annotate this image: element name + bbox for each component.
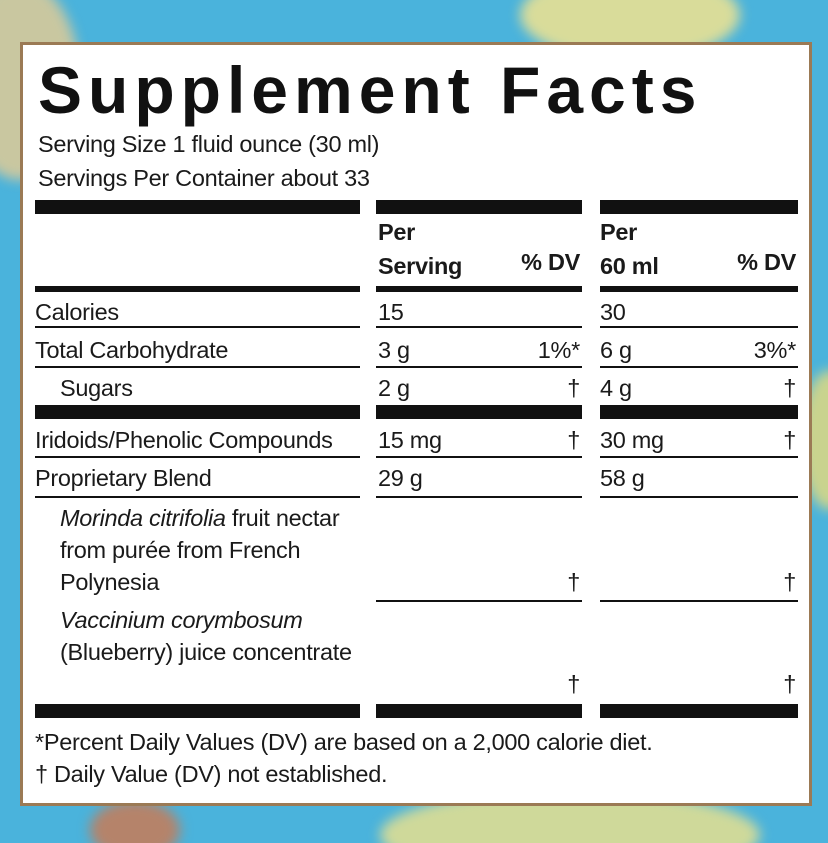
rule [35, 326, 360, 328]
rule [35, 456, 360, 458]
background-fruit [90, 800, 180, 843]
rule [376, 496, 582, 498]
dv-per-serving: † [567, 671, 580, 697]
rule [600, 200, 798, 214]
amount-per-60ml: 58 g [600, 465, 645, 491]
amount-per-serving: 15 [378, 299, 404, 325]
nutrient-label: Sugars [60, 375, 133, 401]
dv-per-serving: 1%* [537, 337, 581, 363]
nutrient-label: Proprietary Blend [35, 465, 212, 491]
amount-per-60ml: 6 g [600, 337, 632, 363]
ingredient-label: Morinda citrifolia fruit nectar from pur… [60, 502, 360, 598]
amount-per-serving: 29 g [378, 465, 423, 491]
rule [600, 405, 798, 419]
rule [600, 600, 798, 602]
rule [35, 200, 360, 214]
ingredient-description: (Blueberry) juice concentrate [60, 639, 352, 665]
column-header: % DV [521, 249, 580, 275]
amount-per-60ml: 30 mg [600, 427, 664, 453]
rule [600, 456, 798, 458]
ingredient-latin-name: Morinda citrifolia [60, 505, 226, 531]
rule [35, 496, 360, 498]
rule [35, 405, 360, 419]
rule [600, 496, 798, 498]
ingredient-label: Vaccinium corymbosum (Blueberry) juice c… [60, 604, 360, 668]
dv-per-serving: † [567, 375, 580, 401]
dv-per-60ml: † [783, 427, 796, 453]
amount-per-60ml: 4 g [600, 375, 632, 401]
dv-per-60ml: † [783, 569, 796, 595]
rule [35, 366, 360, 368]
rule [376, 200, 582, 214]
amount-per-serving: 3 g [378, 337, 410, 363]
nutrient-label: Calories [35, 299, 119, 325]
amount-per-serving: 2 g [378, 375, 410, 401]
rule [35, 286, 360, 292]
rule [600, 286, 798, 292]
column-header: Per [378, 219, 415, 245]
ingredient-latin-name: Vaccinium corymbosum [60, 607, 303, 633]
dv-per-serving: † [567, 427, 580, 453]
column-header: Serving [378, 253, 463, 279]
serving-size: Serving Size 1 fluid ounce (30 ml) [38, 131, 380, 157]
rule [600, 366, 798, 368]
rule [600, 704, 798, 718]
rule [376, 286, 582, 292]
amount-per-60ml: 30 [600, 299, 626, 325]
column-header: Per [600, 219, 637, 245]
rule [376, 456, 582, 458]
footnote: † Daily Value (DV) not established. [35, 761, 388, 787]
rule [376, 704, 582, 718]
ingredient-description: fruit nectar from purée from French Poly… [60, 505, 340, 595]
dv-per-60ml: 3%* [753, 337, 797, 363]
column-header: 60 ml [600, 253, 659, 279]
rule [376, 366, 582, 368]
column-header: % DV [737, 249, 796, 275]
rule [600, 326, 798, 328]
supplement-panel [20, 42, 812, 806]
servings-per-container: Servings Per Container about 33 [38, 165, 370, 191]
nutrient-label: Iridoids/Phenolic Compounds [35, 427, 333, 453]
amount-per-serving: 15 mg [378, 427, 442, 453]
rule [376, 600, 582, 602]
dv-per-serving: † [567, 569, 580, 595]
rule [376, 326, 582, 328]
nutrient-label: Total Carbohydrate [35, 337, 229, 363]
dv-per-60ml: † [783, 671, 796, 697]
rule [376, 405, 582, 419]
dv-per-60ml: † [783, 375, 796, 401]
rule [35, 704, 360, 718]
footnote: *Percent Daily Values (DV) are based on … [35, 729, 653, 755]
title: Supplement Facts [38, 53, 703, 127]
